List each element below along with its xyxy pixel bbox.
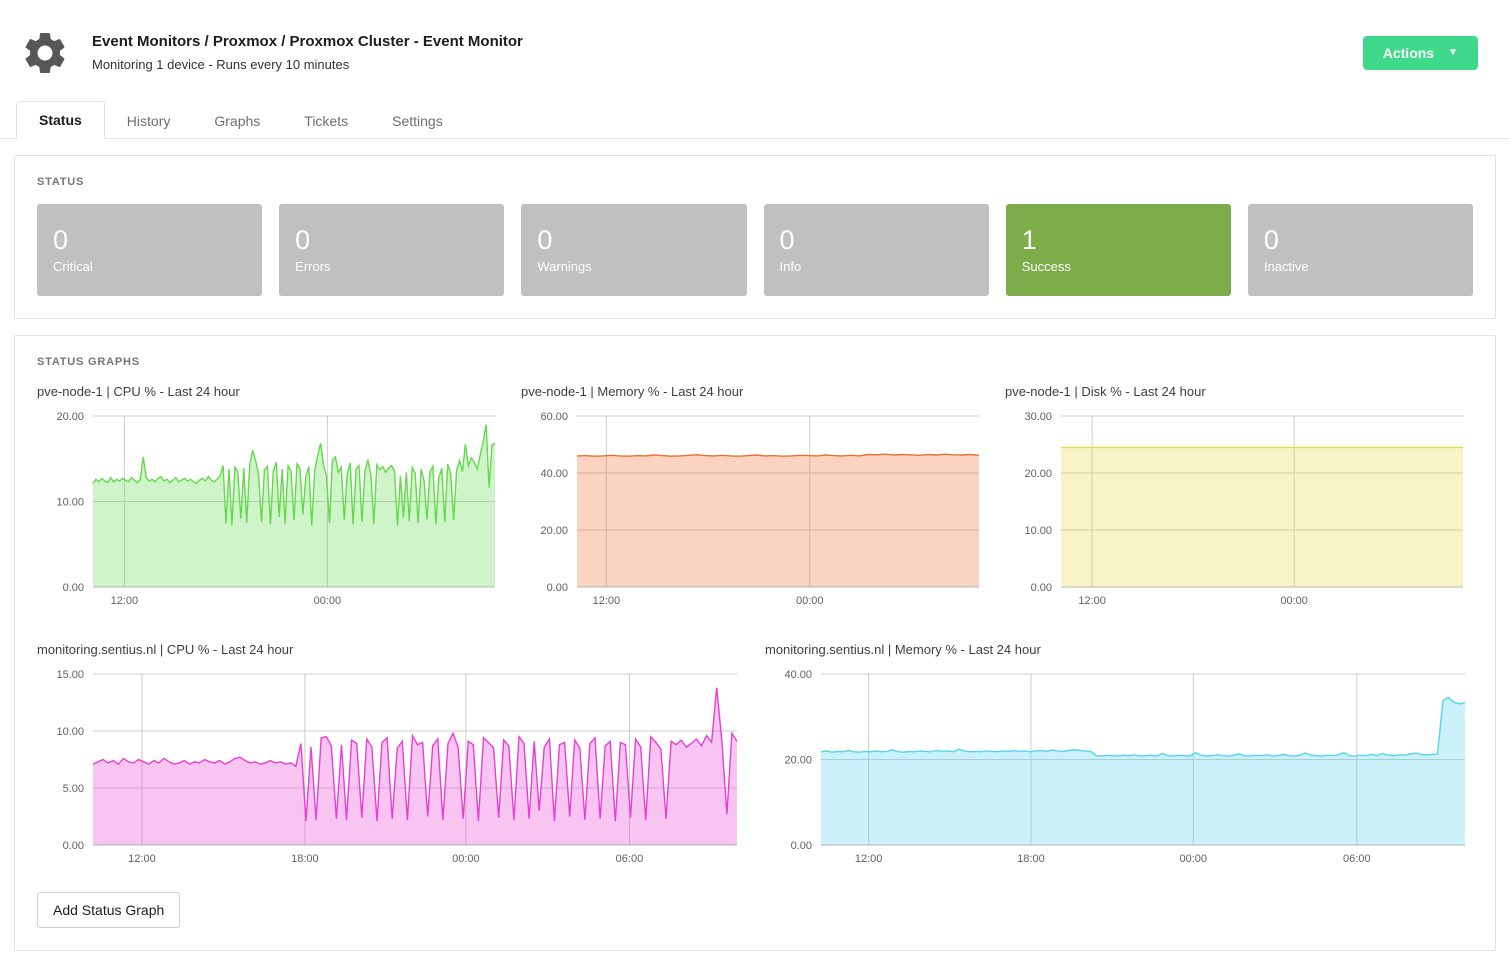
actions-button[interactable]: Actions ▼ — [1362, 36, 1478, 70]
svg-text:0.00: 0.00 — [1031, 582, 1052, 594]
page-title: Event Monitors / Proxmox / Proxmox Clust… — [92, 33, 523, 50]
chart-pve-node-1-disk: pve-node-1 | Disk % - Last 24 hour 0.00 1… — [1005, 384, 1473, 616]
svg-text:12:00: 12:00 — [855, 853, 883, 865]
svg-text:00:00: 00:00 — [452, 853, 480, 865]
chart-title: monitoring.sentius.nl | CPU % - Last 24 … — [37, 642, 294, 657]
svg-text:60.00: 60.00 — [540, 411, 568, 423]
actions-button-label: Actions — [1382, 45, 1435, 61]
svg-text:00:00: 00:00 — [314, 595, 342, 607]
chart-pve-node-1-memory: pve-node-1 | Memory % - Last 24 hour 0.0… — [521, 384, 989, 616]
svg-text:18:00: 18:00 — [1017, 853, 1045, 865]
tab-graphs[interactable]: Graphs — [214, 113, 261, 129]
status-card-warnings: 0 Warnings — [521, 204, 747, 296]
page-subtitle: Monitoring 1 device - Runs every 10 minu… — [92, 57, 350, 72]
svg-text:20.00: 20.00 — [784, 755, 812, 767]
svg-text:10.00: 10.00 — [1024, 525, 1052, 537]
chart-area: 0.00 10.00 20.00 30.00 12:00 00:00 — [1005, 409, 1473, 616]
chart-title: pve-node-1 | CPU % - Last 24 hour — [37, 384, 240, 399]
status-card-count: 1 — [1021, 224, 1037, 255]
status-card-info: 0 Info — [763, 204, 989, 296]
add-status-graph-button[interactable]: Add Status Graph — [37, 892, 181, 928]
svg-text:5.00: 5.00 — [63, 783, 84, 795]
chart-area: 0.00 20.00 40.00 12:00 18:00 00:00 06:00 — [765, 667, 1473, 874]
chart-title: monitoring.sentius.nl | Memory % - Last … — [765, 642, 1041, 657]
svg-text:0.00: 0.00 — [791, 840, 812, 852]
status-card-label: Success — [1021, 259, 1071, 275]
status-card-success: 1 Success — [1005, 204, 1231, 296]
tab-history[interactable]: History — [126, 113, 171, 129]
svg-text:06:00: 06:00 — [616, 853, 644, 865]
charts-row-bottom: monitoring.sentius.nl | CPU % - Last 24 … — [37, 642, 1473, 874]
status-cards-row: 0 Critical 0 Errors 0 Warnings 0 Info 1 … — [37, 204, 1474, 296]
settings-gear-icon — [20, 28, 70, 78]
svg-text:10.00: 10.00 — [56, 497, 84, 509]
chart-area: 0.00 20.00 40.00 60.00 12:00 00:00 — [521, 409, 989, 616]
status-card-count: 0 — [53, 224, 69, 255]
svg-text:10.00: 10.00 — [56, 726, 84, 738]
svg-text:0.00: 0.00 — [63, 840, 84, 852]
svg-text:0.00: 0.00 — [547, 582, 568, 594]
tab-settings[interactable]: Settings — [392, 113, 443, 129]
chart-title: pve-node-1 | Memory % - Last 24 hour — [521, 384, 744, 399]
status-card-count: 0 — [295, 224, 311, 255]
status-panel: STATUS 0 Critical 0 Errors 0 Warnings 0 … — [14, 155, 1496, 319]
chart-area: 0.00 5.00 10.00 15.00 12:00 18:00 00:00 06:00 — [37, 667, 745, 874]
svg-text:20.00: 20.00 — [56, 411, 84, 423]
svg-text:15.00: 15.00 — [56, 669, 84, 681]
chart-monitoring-sentius-cpu: monitoring.sentius.nl | CPU % - Last 24 … — [37, 642, 745, 874]
status-card-errors: 0 Errors — [279, 204, 505, 296]
chart-area: 0.00 10.00 20.00 12:00 00:00 — [37, 409, 505, 616]
tab-bar: Status History Graphs Tickets Settings — [0, 100, 1510, 139]
header-titles: Event Monitors / Proxmox / Proxmox Clust… — [92, 28, 523, 72]
status-card-label: Warnings — [537, 259, 592, 275]
status-card-inactive: 0 Inactive — [1247, 204, 1474, 296]
svg-text:00:00: 00:00 — [796, 595, 824, 607]
status-card-label: Inactive — [1263, 259, 1309, 275]
svg-text:00:00: 00:00 — [1280, 595, 1308, 607]
svg-text:18:00: 18:00 — [291, 853, 319, 865]
svg-text:12:00: 12:00 — [1078, 595, 1106, 607]
status-card-count: 0 — [537, 224, 553, 255]
status-card-count: 0 — [779, 224, 795, 255]
svg-text:20.00: 20.00 — [540, 525, 568, 537]
svg-text:20.00: 20.00 — [1024, 468, 1052, 480]
status-graphs-heading: STATUS GRAPHS — [37, 356, 140, 368]
svg-text:00:00: 00:00 — [1179, 853, 1207, 865]
page-header: Event Monitors / Proxmox / Proxmox Clust… — [0, 0, 1510, 100]
svg-text:06:00: 06:00 — [1343, 853, 1371, 865]
svg-text:0.00: 0.00 — [63, 582, 84, 594]
tab-status[interactable]: Status — [16, 101, 105, 139]
svg-text:12:00: 12:00 — [128, 853, 156, 865]
svg-text:12:00: 12:00 — [593, 595, 621, 607]
tab-tickets[interactable]: Tickets — [304, 113, 349, 129]
caret-down-icon: ▼ — [1448, 47, 1458, 58]
svg-text:40.00: 40.00 — [540, 468, 568, 480]
chart-title: pve-node-1 | Disk % - Last 24 hour — [1005, 384, 1206, 399]
svg-text:12:00: 12:00 — [111, 595, 139, 607]
charts-row-top: pve-node-1 | CPU % - Last 24 hour 0.00 10… — [37, 384, 1473, 616]
status-graphs-panel: STATUS GRAPHS pve-node-1 | CPU % - Last … — [14, 335, 1496, 951]
chart-monitoring-sentius-memory: monitoring.sentius.nl | Memory % - Last … — [765, 642, 1473, 874]
svg-text:40.00: 40.00 — [784, 669, 812, 681]
status-card-count: 0 — [1263, 224, 1279, 255]
status-panel-heading: STATUS — [37, 176, 85, 188]
svg-text:30.00: 30.00 — [1024, 411, 1052, 423]
status-card-label: Info — [779, 259, 802, 275]
chart-pve-node-1-cpu: pve-node-1 | CPU % - Last 24 hour 0.00 10… — [37, 384, 505, 616]
status-card-critical: 0 Critical — [37, 204, 263, 296]
status-card-label: Errors — [295, 259, 331, 275]
status-card-label: Critical — [53, 259, 93, 275]
